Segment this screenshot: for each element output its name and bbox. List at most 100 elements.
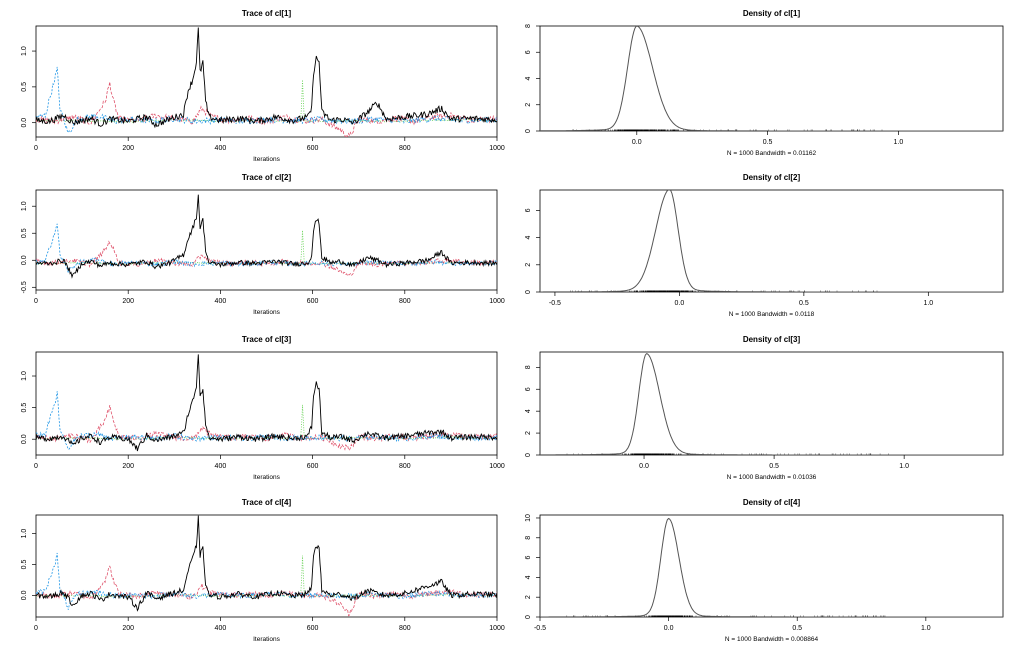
series-line-3 bbox=[36, 66, 497, 134]
series-line-2 bbox=[36, 240, 497, 277]
plot-area bbox=[36, 354, 497, 452]
x-tick-label: -0.5 bbox=[534, 625, 546, 632]
y-tick-label: 0 bbox=[525, 453, 532, 457]
y-tick-label: 6 bbox=[525, 556, 532, 560]
y-tick-label: 6 bbox=[525, 387, 532, 391]
plot-area bbox=[36, 515, 497, 617]
x-tick-label: 200 bbox=[122, 298, 134, 305]
x-tick-label: 800 bbox=[399, 463, 411, 470]
series-line-2 bbox=[36, 81, 497, 137]
x-tick-label: 1000 bbox=[489, 463, 505, 470]
x-axis-label: Iterations bbox=[253, 309, 280, 316]
y-tick-label: 0.0 bbox=[21, 255, 28, 265]
trace-panel-1: Trace of cl[1] 0 200 400 600 800 1000 0.0 0.5 1.0… bbox=[21, 9, 505, 163]
density-panel-2: Density of cl[2] -0.5 0.0 0.5 1.0 0 2 4 6 N = 100… bbox=[525, 173, 1004, 318]
y-tick-label: 0 bbox=[525, 290, 532, 294]
y-tick-label: 10 bbox=[525, 514, 532, 522]
y-tick-label: 4 bbox=[525, 236, 532, 240]
y-tick-label: 8 bbox=[525, 24, 532, 28]
y-tick-label: 4 bbox=[525, 409, 532, 413]
x-axis-label: N = 1000 Bandwidth = 0.01162 bbox=[727, 150, 817, 157]
density-curve bbox=[540, 353, 1003, 455]
y-tick-label: 6 bbox=[525, 50, 532, 54]
y-tick-label: 1.0 bbox=[21, 46, 28, 56]
panel-title: Density of cl[2] bbox=[743, 173, 801, 182]
rug bbox=[570, 290, 878, 292]
y-tick-label: 2 bbox=[525, 595, 532, 599]
plot-frame bbox=[35, 25, 498, 138]
series-line-3 bbox=[36, 391, 497, 450]
x-tick-label: 0.5 bbox=[799, 300, 809, 307]
series-line-1 bbox=[36, 515, 497, 612]
plot-frame bbox=[35, 351, 498, 456]
x-tick-label: 200 bbox=[122, 463, 134, 470]
plot-area bbox=[540, 26, 1003, 131]
y-tick-label: 2 bbox=[525, 431, 532, 435]
y-tick-label: 4 bbox=[525, 575, 532, 579]
panel-title: Trace of cl[2] bbox=[242, 173, 292, 182]
x-tick-label: 1000 bbox=[489, 625, 505, 632]
x-tick-label: 1.0 bbox=[894, 139, 904, 146]
trace-panel-3: Trace of cl[3] 0 200 400 600 800 1000 0.0 0.5 1.0… bbox=[21, 335, 505, 481]
y-tick-label: 8 bbox=[525, 365, 532, 369]
y-tick-label: 1.0 bbox=[21, 201, 28, 211]
x-tick-label: 0 bbox=[34, 463, 38, 470]
x-tick-label: 800 bbox=[399, 625, 411, 632]
plot-area bbox=[540, 190, 1003, 292]
x-tick-label: 400 bbox=[215, 625, 227, 632]
panel-title: Trace of cl[1] bbox=[242, 9, 292, 18]
y-tick-label: 0.5 bbox=[21, 559, 28, 569]
x-tick-label: -0.5 bbox=[549, 300, 561, 307]
series-line-2 bbox=[36, 565, 497, 617]
panel-title: Density of cl[1] bbox=[743, 9, 801, 18]
panel-title: Density of cl[3] bbox=[743, 335, 801, 344]
x-tick-label: 0.5 bbox=[792, 625, 802, 632]
x-tick-label: 0.5 bbox=[769, 463, 779, 470]
plot-frame bbox=[539, 189, 1004, 293]
y-tick-label: 4 bbox=[525, 76, 532, 80]
y-tick-label: 2 bbox=[525, 263, 532, 267]
y-tick-label: 0 bbox=[525, 129, 532, 133]
plot-area bbox=[36, 27, 497, 137]
plot-area bbox=[540, 353, 1003, 455]
density-curve bbox=[540, 517, 1003, 617]
x-axis-label: N = 1000 Bandwidth = 0.0118 bbox=[729, 311, 815, 318]
x-tick-label: 1.0 bbox=[899, 463, 909, 470]
x-tick-label: 0.0 bbox=[639, 463, 649, 470]
y-tick-label: 6 bbox=[525, 208, 532, 212]
plot-frame bbox=[539, 514, 1004, 618]
x-axis-label: N = 1000 Bandwidth = 0.008864 bbox=[725, 636, 819, 643]
density-panel-3: Density of cl[3] 0.0 0.5 1.0 0 2 4 6 8 N = 1000 B… bbox=[525, 335, 1004, 481]
x-axis-label: Iterations bbox=[253, 156, 280, 163]
plot-frame bbox=[539, 351, 1004, 456]
x-axis-label: Iterations bbox=[253, 636, 280, 643]
x-tick-label: 200 bbox=[122, 625, 134, 632]
density-panel-4: Density of cl[4] -0.5 0.0 0.5 1.0 0 2 4 6 8 10 N = … bbox=[525, 498, 1004, 643]
x-tick-label: 600 bbox=[307, 145, 319, 152]
y-tick-label: 0.5 bbox=[21, 82, 28, 92]
y-tick-label: 0 bbox=[525, 615, 532, 619]
series-line-4 bbox=[36, 230, 497, 266]
x-tick-label: 1000 bbox=[489, 145, 505, 152]
x-tick-label: 0 bbox=[34, 145, 38, 152]
x-tick-label: 1000 bbox=[489, 298, 505, 305]
rug bbox=[566, 615, 886, 617]
x-tick-label: 1.0 bbox=[921, 625, 931, 632]
x-tick-label: 400 bbox=[215, 298, 227, 305]
x-tick-label: 0 bbox=[34, 298, 38, 305]
trace-panel-4: Trace of cl[4] 0 200 400 600 800 1000 0.0 0.5 1.0… bbox=[21, 498, 505, 643]
y-tick-label: 0.0 bbox=[21, 434, 28, 444]
panel-title: Trace of cl[3] bbox=[242, 335, 292, 344]
x-tick-label: 400 bbox=[215, 145, 227, 152]
plot-area bbox=[36, 194, 497, 279]
y-tick-label: -0.5 bbox=[21, 281, 28, 293]
density-panel-1: Density of cl[1] 0.0 0.5 1.0 0 2 4 6 8 N = 1000 B… bbox=[525, 9, 1004, 157]
x-tick-label: 600 bbox=[307, 298, 319, 305]
x-tick-label: 1.0 bbox=[923, 300, 933, 307]
plot-frame bbox=[35, 189, 498, 291]
series-line-4 bbox=[36, 404, 497, 441]
series-line-4 bbox=[36, 555, 497, 598]
panel-title: Density of cl[4] bbox=[743, 498, 801, 507]
density-curve bbox=[540, 190, 1003, 292]
